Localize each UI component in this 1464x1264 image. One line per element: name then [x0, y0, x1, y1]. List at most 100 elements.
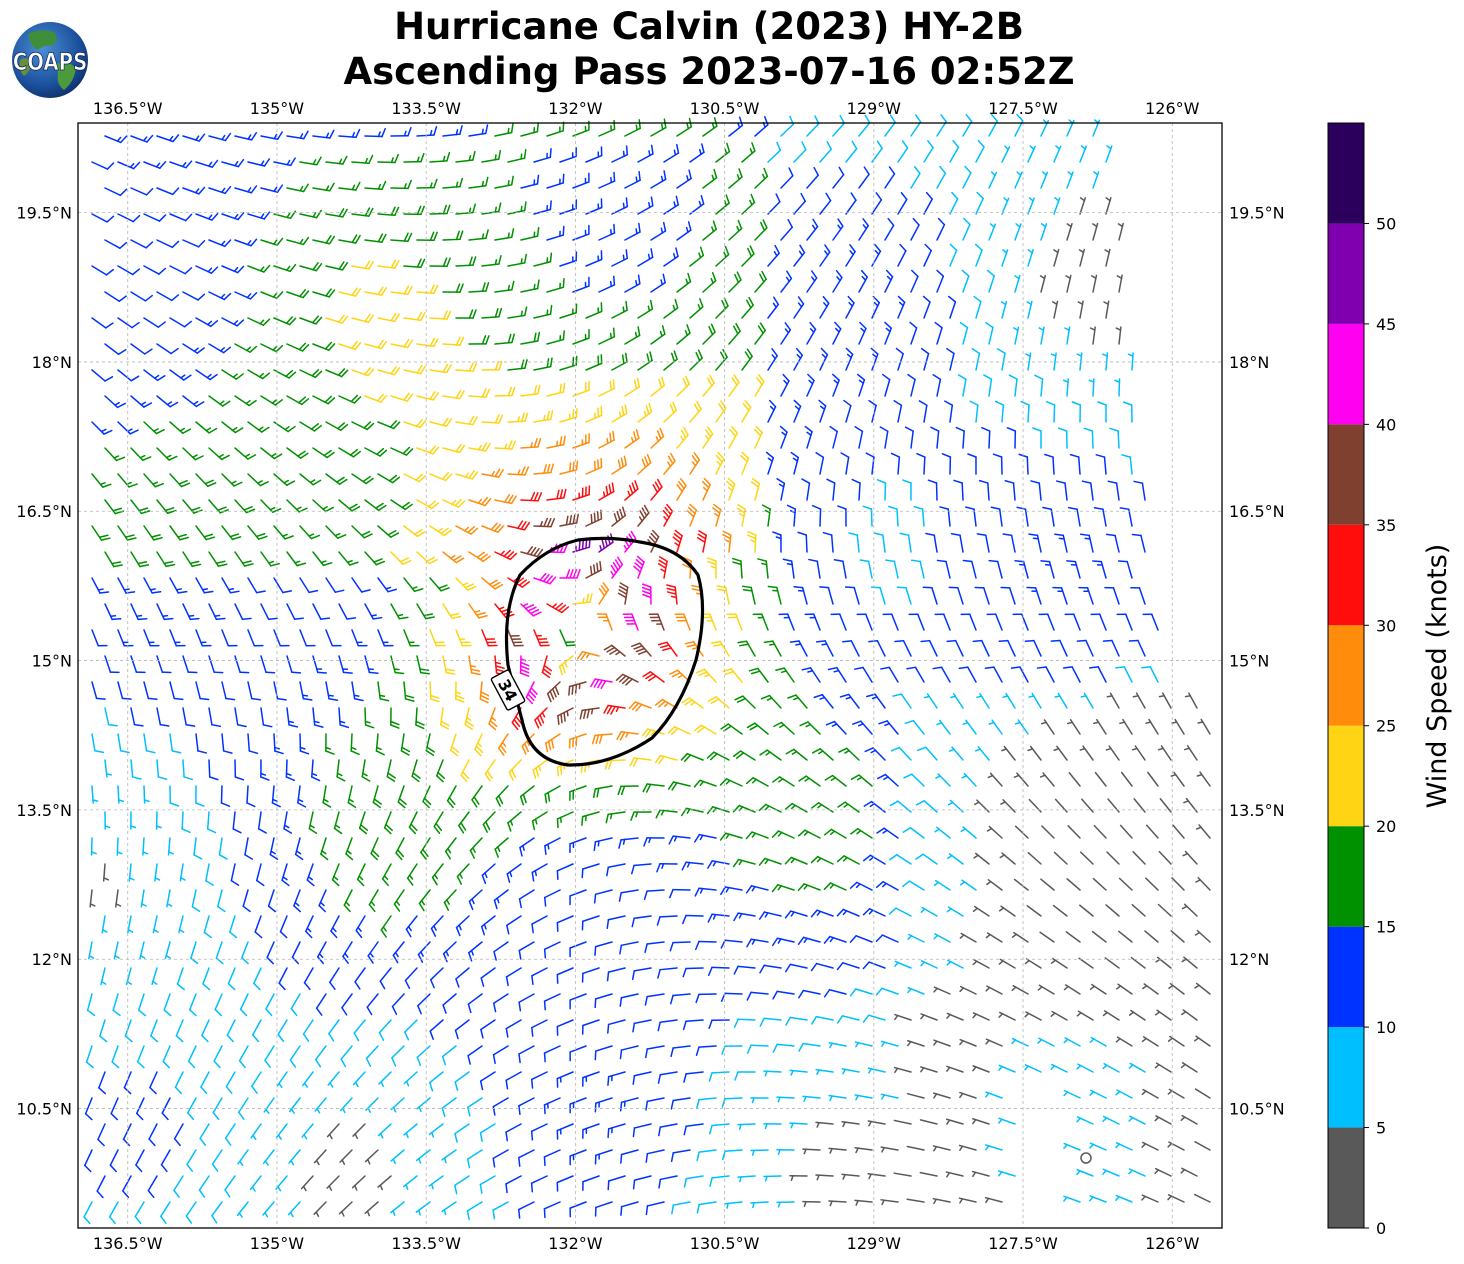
- wind-barb: [117, 317, 140, 329]
- wind-barb: [1167, 1035, 1185, 1047]
- wind-barb: [676, 426, 689, 449]
- wind-barb: [442, 177, 464, 189]
- wind-barb: [1079, 145, 1087, 163]
- wind-barb: [403, 629, 420, 647]
- wind-barb: [442, 655, 456, 675]
- wind-barb: [1182, 850, 1198, 865]
- wind-barb: [247, 473, 269, 487]
- wind-barb: [978, 479, 990, 501]
- wind-barb: [417, 941, 431, 963]
- wind-barb: [378, 1019, 392, 1041]
- wind-barb: [793, 399, 802, 423]
- wind-barb: [1012, 326, 1020, 345]
- wind-barb: [598, 171, 616, 189]
- wind-barb: [1102, 1010, 1120, 1021]
- wind-barb: [789, 1174, 808, 1182]
- wind-barb: [715, 451, 725, 475]
- wind-barb: [156, 499, 177, 514]
- wind-barb: [829, 425, 838, 449]
- wind-barb: [683, 1175, 704, 1188]
- wind-barb: [1103, 300, 1110, 319]
- wind-barb: [741, 296, 754, 319]
- wind-barb: [559, 569, 581, 579]
- wind-barb: [507, 811, 522, 832]
- wind-barb: [569, 1097, 587, 1114]
- wind-barb: [897, 243, 907, 267]
- wind-barb: [152, 915, 159, 934]
- wind-barb: [605, 811, 626, 824]
- wind-barb: [804, 613, 821, 631]
- wind-barb: [325, 629, 342, 647]
- wind-barb: [1069, 453, 1081, 475]
- wind-barb: [1040, 719, 1055, 735]
- wind-barb: [813, 693, 834, 709]
- wind-barb: [386, 759, 396, 783]
- wind-barb: [246, 785, 256, 808]
- wind-barb: [117, 161, 141, 170]
- wind-barb: [780, 218, 793, 241]
- wind-barb: [1053, 145, 1062, 163]
- wind-barb: [1158, 850, 1172, 865]
- wind-barb: [1076, 1063, 1094, 1073]
- wind-barb: [1194, 929, 1211, 943]
- wind-barb: [767, 296, 780, 319]
- wind-barb: [338, 394, 362, 404]
- wind-barb: [1171, 718, 1185, 735]
- wind-barb: [920, 1066, 938, 1073]
- wind-barb: [279, 915, 288, 939]
- wind-barb: [579, 707, 600, 720]
- wind-barb: [696, 1097, 717, 1109]
- wind-barb: [435, 759, 446, 783]
- wind-barb: [187, 1045, 197, 1069]
- wind-barb: [1041, 825, 1055, 839]
- wind-barb: [753, 425, 763, 449]
- wind-barb: [780, 322, 792, 345]
- wind-barb: [845, 347, 854, 371]
- wind-barb: [780, 115, 795, 137]
- wind-barb: [585, 250, 603, 267]
- wind-barb: [281, 863, 290, 887]
- wind-barb: [899, 532, 912, 553]
- wind-barb: [533, 304, 553, 319]
- wind-barb: [709, 1123, 730, 1135]
- wind-barb: [247, 158, 271, 167]
- wind-barb: [1142, 613, 1159, 631]
- wind-barb: [930, 426, 940, 449]
- wind-barb: [406, 863, 418, 886]
- wind-barb: [850, 774, 873, 787]
- wind-barb: [518, 1201, 535, 1219]
- wind-barb: [169, 681, 184, 701]
- wind-barb: [585, 406, 603, 423]
- wind-barb: [960, 613, 977, 631]
- wind-barb: [918, 400, 928, 423]
- wind-barb: [533, 410, 554, 423]
- wind-barb: [143, 473, 164, 488]
- wind-barb: [325, 473, 348, 485]
- wind-barb: [1089, 1142, 1107, 1151]
- wind-barb: [143, 681, 158, 701]
- wind-barb: [556, 1071, 574, 1088]
- wind-barb: [955, 426, 965, 449]
- wind-barb: [915, 853, 938, 865]
- wind-barb: [1091, 930, 1107, 943]
- wind-barb: [449, 733, 460, 757]
- wind-barb: [390, 499, 413, 511]
- wind-barb: [637, 299, 654, 319]
- wind-barb: [642, 671, 665, 683]
- wind-barb: [1011, 931, 1029, 943]
- wind-barb: [312, 655, 328, 674]
- wind-barb: [320, 837, 329, 861]
- wind-barb: [936, 217, 946, 241]
- wind-barb: [247, 733, 259, 755]
- wind-barb: [1154, 1167, 1172, 1177]
- wind-barb: [974, 243, 983, 267]
- wind-barb: [585, 146, 603, 163]
- wind-barb: [1119, 507, 1133, 527]
- wind-barb: [1008, 374, 1018, 397]
- wind-barb: [1066, 222, 1073, 241]
- wind-barb: [964, 506, 977, 527]
- wind-barb: [533, 463, 554, 475]
- wind-barb: [467, 1045, 483, 1065]
